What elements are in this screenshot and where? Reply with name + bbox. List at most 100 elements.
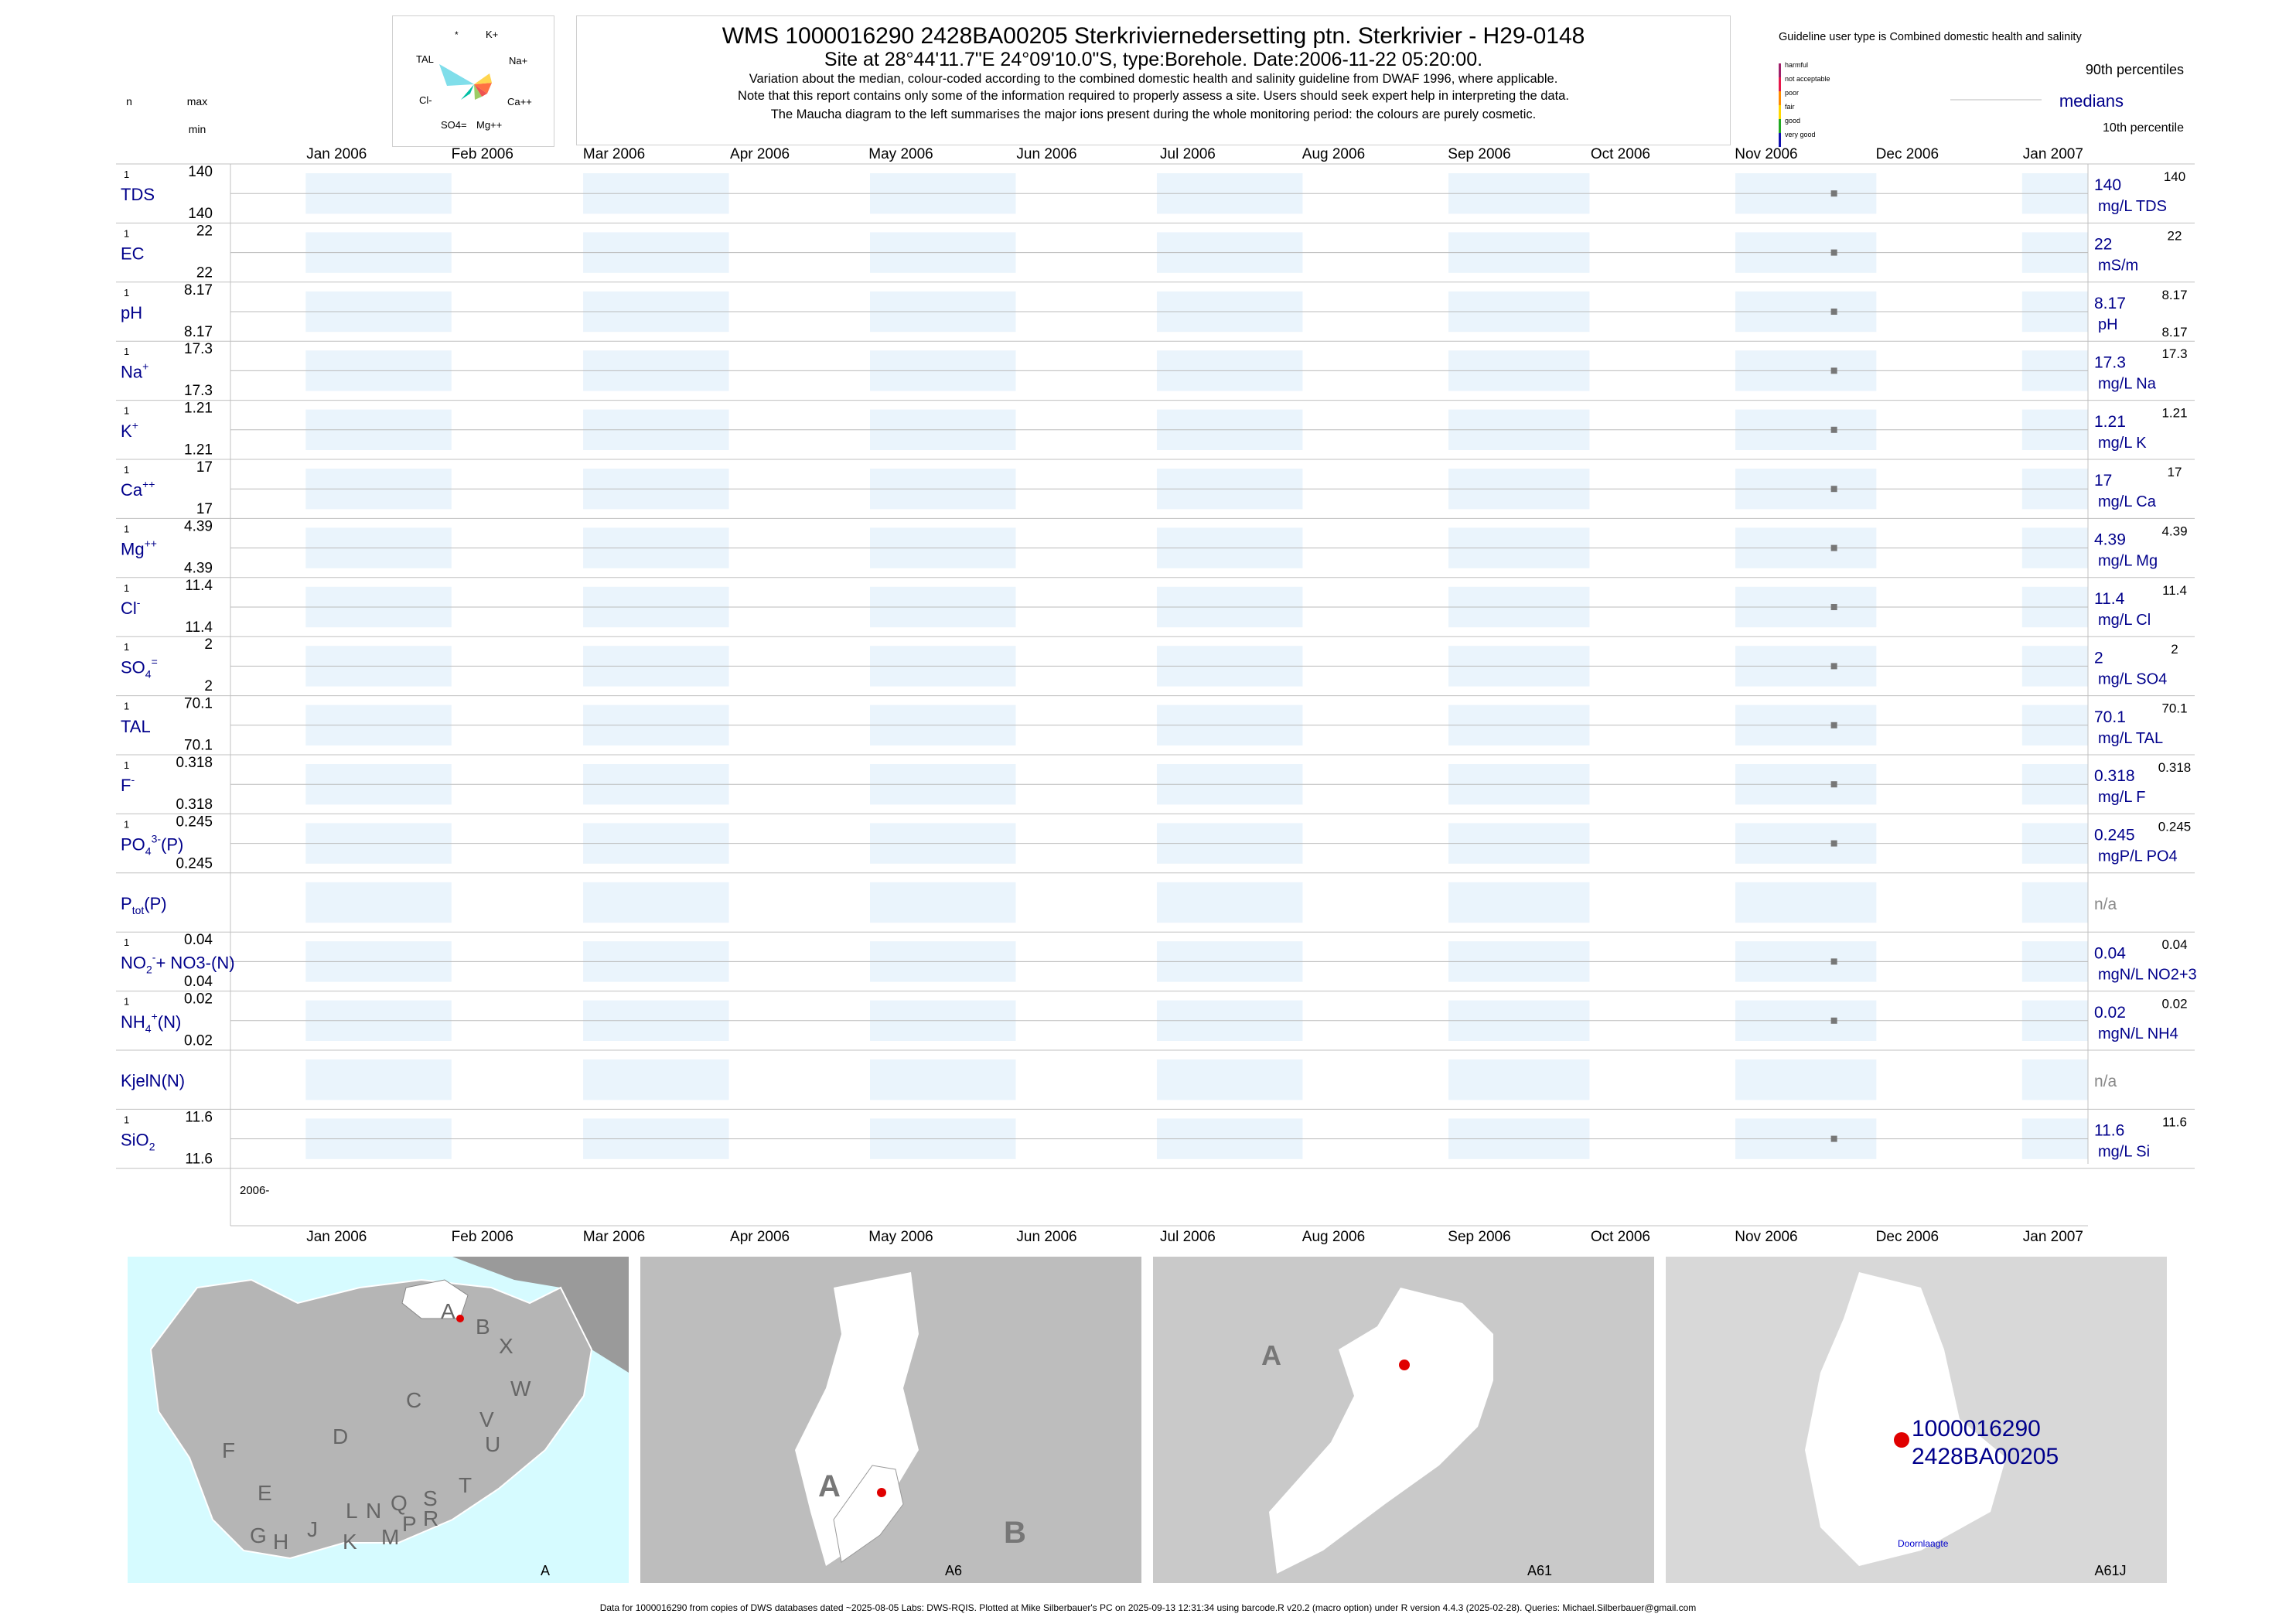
maucha-label-ca: Ca++	[507, 96, 532, 107]
unit-label: mg/L F	[2098, 789, 2146, 806]
unit-label: mg/L K	[2098, 435, 2147, 452]
legend-median-label: medians	[2059, 91, 2124, 111]
max-value: 22	[196, 223, 213, 239]
median-value: 11.6	[2094, 1122, 2124, 1140]
map-label: A	[441, 1299, 455, 1323]
guideline-swatch	[1779, 105, 1781, 119]
map-label: H	[273, 1530, 288, 1554]
parameter-row: NH4+(N) 1 0.02 0.02 0.02 mgN/L NH4 0.02	[116, 991, 2195, 1049]
median-value: 17	[2094, 472, 2112, 490]
note-maucha: The Maucha diagram to the left summarise…	[770, 107, 1537, 121]
x-tick-label-bottom: Jul 2006	[1160, 1229, 1216, 1245]
median-value: 0.04	[2094, 944, 2126, 962]
max-value: 0.04	[184, 932, 213, 948]
parameter-row: PO43-(P) 1 0.245 0.245 0.245 mgP/L PO4 0.245	[116, 813, 2195, 872]
min-value: 4.39	[184, 560, 213, 576]
x-tick-label-bottom: Jan 2007	[2023, 1229, 2083, 1245]
maucha-ca-segment-b	[474, 84, 487, 97]
parameter-row: Ca++ 1 17 17 17 mg/L Ca 17	[116, 459, 2195, 517]
sample-count: 1	[124, 523, 129, 534]
data-point	[1830, 486, 1837, 493]
data-point	[1830, 840, 1837, 847]
min-value: 1.21	[184, 442, 213, 459]
site-info: Site at 28°44'11.7"E 24°09'10.0"S, type:…	[824, 49, 1483, 70]
x-tick-label-bottom: Feb 2006	[452, 1229, 513, 1245]
site-marker-a6	[877, 1488, 886, 1497]
parameter-label: Ca++	[121, 478, 155, 500]
legend-p10-label: 10th percentile	[2103, 121, 2184, 135]
x-tick-label-bottom: Apr 2006	[730, 1229, 790, 1245]
month-band	[2021, 1059, 2088, 1100]
parameter-row: F- 1 0.318 0.318 0.318 mg/L F 0.318	[116, 754, 2195, 813]
median-value: 8.17	[2094, 295, 2126, 312]
x-tick-label-bottom: Mar 2006	[583, 1229, 645, 1245]
maucha-mg-segment	[474, 84, 482, 100]
left-header-max: max	[187, 95, 207, 107]
min-value: 0.318	[176, 797, 213, 813]
parameter-label: TDS	[121, 185, 155, 204]
unit-label: mg/L Si	[2098, 1144, 2150, 1161]
guideline-class-label: poor	[1785, 89, 1799, 97]
max-value: 0.318	[176, 755, 213, 771]
p90-value: 11.4	[2162, 583, 2187, 598]
median-value: 1.21	[2094, 413, 2126, 431]
max-value: 0.02	[184, 991, 213, 1008]
left-header-min: min	[189, 123, 206, 135]
x-tick-label-bottom: Nov 2006	[1735, 1229, 1797, 1245]
month-band	[305, 1059, 452, 1100]
min-value: 2	[204, 678, 213, 694]
max-value: 70.1	[184, 696, 213, 712]
median-value: 17.3	[2094, 353, 2126, 371]
data-point	[1830, 722, 1837, 728]
data-point	[1830, 604, 1837, 610]
x-tick-label-top: May 2006	[868, 146, 933, 162]
map-a61-graphic: A A61	[1153, 1257, 1654, 1583]
max-value: 4.39	[184, 518, 213, 534]
report-header: WMS 1000016290 2428BA00205 Sterkrivierne…	[576, 15, 1731, 145]
guideline-swatch	[1779, 63, 1781, 77]
median-value: 0.318	[2094, 767, 2135, 785]
p90-value: 0.245	[2158, 819, 2192, 834]
map-label: J	[307, 1517, 318, 1541]
guideline-class-label: fair	[1785, 103, 1795, 111]
p10-value: 8.17	[2161, 325, 2187, 339]
guideline-class-label: good	[1785, 117, 1800, 125]
p90-value: 0.04	[2161, 937, 2187, 952]
min-value: 0.02	[184, 1033, 213, 1049]
data-point	[1830, 1135, 1837, 1142]
max-value: 11.4	[185, 578, 213, 594]
map-label: B	[476, 1315, 490, 1339]
p90-value: 2	[2171, 642, 2178, 657]
x-tick-label-bottom: Jun 2006	[1016, 1229, 1076, 1245]
parameter-label: SiO2	[121, 1131, 155, 1153]
x-tick-label-bottom: Aug 2006	[1302, 1229, 1365, 1245]
site-marker-country	[456, 1315, 464, 1322]
unit-label: mg/L Na	[2098, 375, 2157, 392]
sample-count: 1	[124, 227, 129, 239]
month-band	[1156, 1059, 1303, 1100]
max-value: 8.17	[184, 282, 213, 299]
p90-value: 0.02	[2161, 997, 2187, 1012]
maucha-chart: * K+ Na+ TAL Ca++ Cl- SO4= Mg++	[416, 29, 532, 131]
map-label: E	[258, 1481, 272, 1505]
parameter-label: NH4+(N)	[121, 1010, 181, 1035]
p90-value: 70.1	[2161, 701, 2187, 716]
map-caption: A61	[1527, 1563, 1552, 1578]
x-tick-label-top: Mar 2006	[583, 146, 645, 162]
note-median: Variation about the median, colour-coded…	[749, 72, 1558, 86]
map-label: U	[485, 1432, 500, 1456]
note-expert: Note that this report contains only some…	[738, 89, 1569, 103]
min-value: 0.245	[176, 855, 213, 872]
guideline-legend-graphic: Guideline user type is Combined domestic…	[1779, 31, 2184, 147]
sample-count: 1	[124, 937, 129, 948]
parameter-row: Na+ 1 17.3 17.3 17.3 mg/L Na 17.3	[116, 340, 2195, 399]
parameter-row: Mg++ 1 4.39 4.39 4.39 mg/L Mg 4.39	[116, 517, 2195, 576]
p90-value: 22	[2168, 228, 2182, 243]
p90-value: 0.318	[2158, 760, 2192, 775]
guideline-legend: Guideline user type is Combined domestic…	[1779, 31, 2212, 147]
parameter-row: Ptot(P) n/a	[116, 872, 2195, 916]
p90-value: 4.39	[2161, 524, 2187, 538]
unit-label: mgN/L NH4	[2098, 1025, 2178, 1042]
x-tick-label-top: Nov 2006	[1735, 146, 1797, 162]
parameter-label: PO43-(P)	[121, 833, 183, 858]
